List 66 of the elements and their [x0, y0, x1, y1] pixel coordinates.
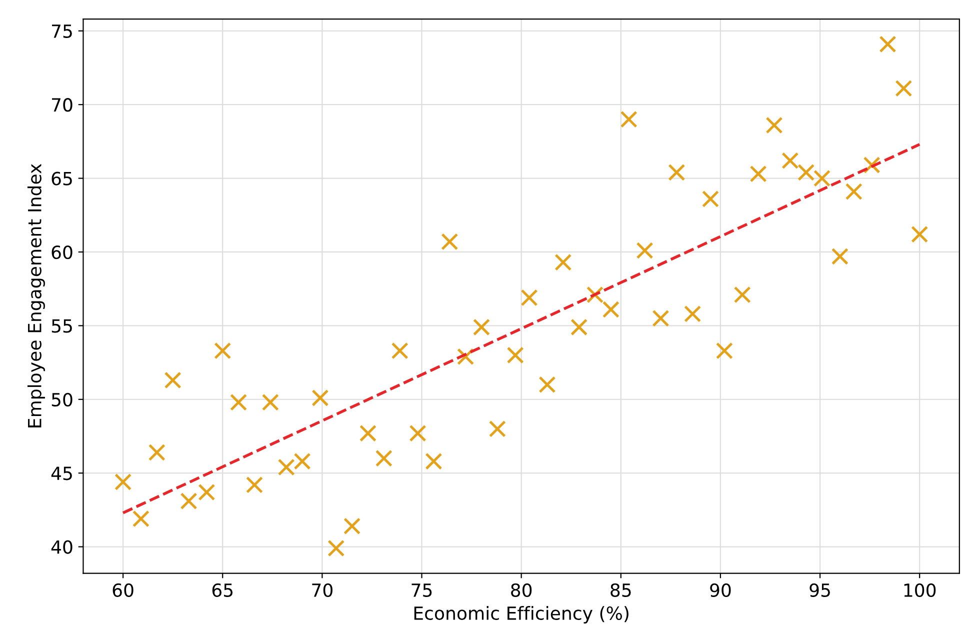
point	[214, 342, 232, 360]
point	[554, 254, 572, 271]
point	[831, 248, 848, 265]
y-tick-label: 40	[51, 540, 72, 554]
y-tick-label: 60	[52, 245, 72, 260]
point	[198, 484, 216, 501]
point	[409, 424, 426, 442]
point	[734, 286, 751, 304]
point	[472, 318, 490, 336]
point	[636, 242, 654, 260]
y-tick-label: 45	[51, 466, 72, 480]
point	[798, 164, 815, 181]
point	[391, 342, 408, 360]
point	[375, 450, 392, 467]
x-tick-label: 90	[710, 583, 731, 597]
point	[294, 452, 311, 470]
point	[148, 444, 166, 461]
point	[684, 305, 702, 322]
x-tick-label: 70	[312, 583, 332, 597]
point	[620, 110, 638, 128]
point	[441, 233, 458, 250]
y-tick-label: 70	[52, 98, 72, 112]
point	[652, 310, 670, 327]
point	[506, 346, 524, 364]
point	[879, 36, 896, 53]
point	[246, 476, 264, 494]
x-tick-label: 60	[112, 583, 134, 597]
point	[328, 540, 345, 557]
x-tick-label: 95	[810, 583, 830, 597]
point	[425, 452, 442, 470]
point	[488, 420, 506, 438]
point	[782, 152, 799, 170]
point	[766, 116, 783, 134]
y-tick-label: 75	[52, 24, 72, 38]
point	[262, 394, 279, 411]
point	[278, 458, 295, 476]
x-tick-label: 100	[904, 583, 936, 597]
point	[702, 190, 720, 208]
point	[230, 394, 248, 411]
point	[570, 318, 588, 336]
x-tick-label: 65	[212, 583, 233, 597]
point	[180, 492, 198, 510]
y-tick-label: 65	[52, 172, 72, 186]
point	[132, 510, 150, 528]
point	[344, 518, 361, 535]
y-tick-label: 55	[52, 319, 72, 333]
y-axis-title: Employee Engagement Index	[27, 164, 45, 428]
point	[668, 164, 686, 181]
x-tick-label: 75	[412, 584, 432, 597]
x-axis-title: Economic Efficiency (%)	[414, 606, 628, 624]
point	[312, 389, 329, 406]
point	[520, 289, 538, 306]
point	[813, 170, 831, 187]
x-tick-label: 80	[511, 583, 532, 597]
point	[359, 424, 377, 442]
x-tick-label: 85	[610, 583, 631, 597]
point	[114, 473, 132, 490]
point	[750, 165, 767, 182]
y-tick-label: 50	[52, 392, 72, 406]
point	[845, 183, 862, 200]
point	[164, 372, 182, 389]
point	[602, 300, 620, 318]
point	[538, 376, 556, 394]
point	[716, 342, 733, 360]
point	[895, 80, 912, 97]
point	[911, 226, 928, 243]
